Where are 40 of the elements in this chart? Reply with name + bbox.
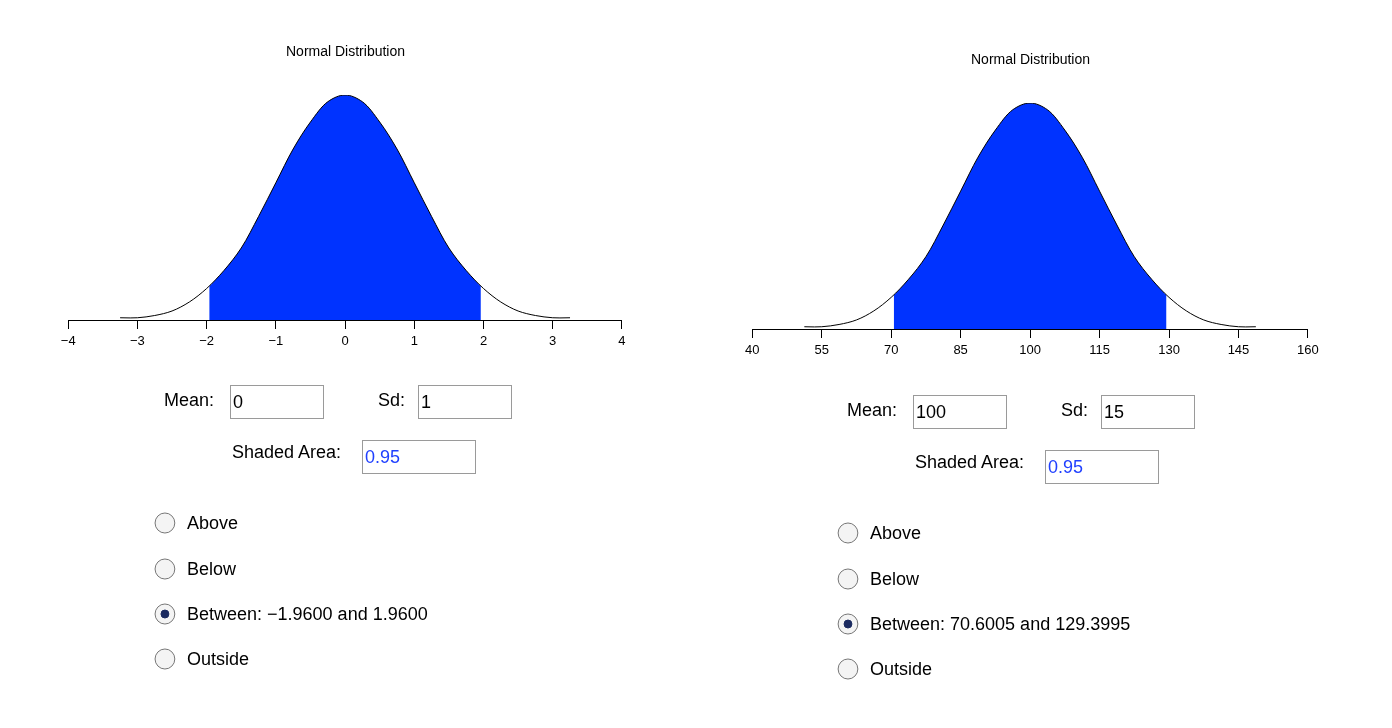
text: Sd: [378, 390, 406, 410]
text: Shaded Area: [915, 452, 1025, 472]
x-tick-label: 160 [1297, 341, 1319, 357]
text: Mean: [847, 400, 898, 420]
x-tick-label: 115 [1089, 341, 1110, 357]
x-tick-label: 0 [341, 332, 349, 348]
x-tick-label: −1 [268, 332, 284, 348]
text: 0 [233, 392, 244, 412]
chart-title: Normal Distribution [971, 51, 1091, 67]
x-tick-label: 145 [1227, 341, 1250, 357]
text: 0.95 [1048, 457, 1084, 477]
text: Above [187, 513, 239, 533]
text: Sd: [1061, 400, 1089, 420]
text: 15 [1104, 402, 1125, 422]
text: 100 [916, 402, 947, 422]
text: Outside [870, 659, 933, 679]
x-tick-label: 130 [1158, 341, 1180, 357]
text: 1 [421, 392, 432, 412]
x-tick-label: 85 [953, 341, 968, 357]
x-tick-label: −2 [199, 332, 215, 348]
x-tick-label: 2 [479, 332, 488, 348]
text: Above [870, 523, 922, 543]
chart-title: Normal Distribution [286, 43, 406, 59]
x-tick-label: 100 [1019, 341, 1041, 357]
text: Below [187, 559, 238, 579]
x-tick-label: 55 [814, 341, 829, 357]
x-tick-label: 70 [883, 341, 899, 357]
x-tick-label: 1 [410, 332, 418, 348]
text: 0.95 [365, 447, 401, 467]
text: Below [870, 569, 921, 589]
x-tick-label: 40 [745, 341, 760, 357]
x-tick-label: −4 [60, 332, 76, 348]
x-tick-label: 3 [549, 332, 557, 348]
text: Mean: [164, 390, 215, 410]
text: Shaded Area: [232, 442, 342, 462]
x-tick-label: −3 [130, 332, 145, 348]
text: Between: 70.6005 and 129.3995 [870, 614, 1131, 634]
text: Between: −1.9600 and 1.9600 [187, 604, 428, 624]
text: Outside [187, 649, 250, 669]
x-tick-label: 4 [618, 332, 626, 348]
